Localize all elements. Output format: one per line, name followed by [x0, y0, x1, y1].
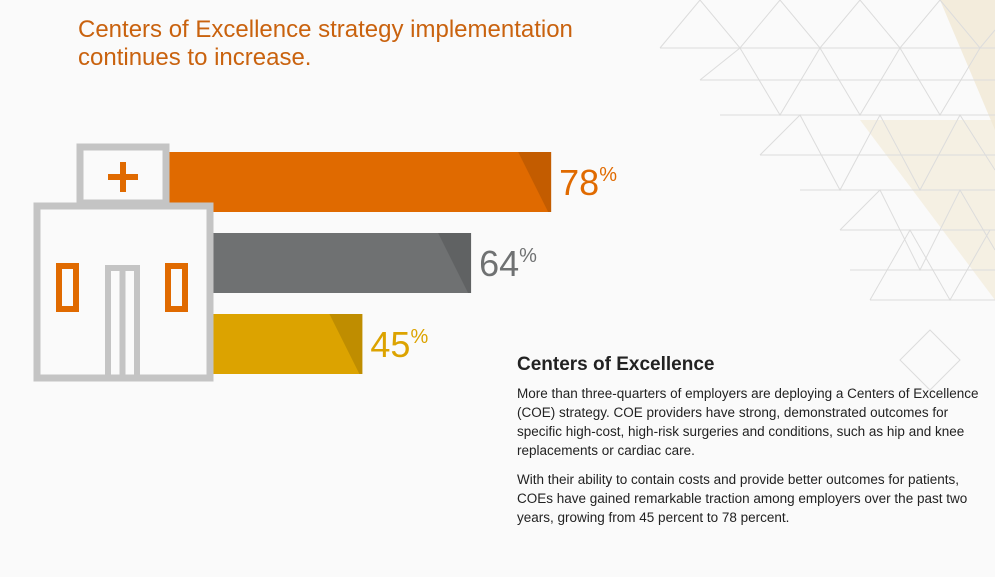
hospital-icon	[33, 143, 214, 382]
icon-window	[56, 263, 79, 312]
bar-shade	[518, 152, 552, 212]
icon-door	[105, 265, 140, 378]
sidebar-heading: Centers of Excellence	[517, 354, 715, 375]
value-label: 64%	[479, 243, 537, 284]
bar-shade	[438, 233, 472, 293]
paragraph: With their ability to contain costs and …	[517, 472, 968, 525]
bar	[105, 152, 552, 212]
value-label: 78%	[559, 162, 617, 203]
icon-cross	[108, 162, 138, 192]
bar-shade	[329, 314, 363, 374]
background-pattern	[659, 0, 995, 391]
sidebar: Centers of Excellence More than three-qu…	[517, 354, 987, 537]
value-label: 45%	[370, 324, 428, 365]
chart-title: Centers of Excellence strategy implement…	[78, 16, 573, 71]
paragraph: More than three-quarters of employers ar…	[517, 386, 979, 458]
icon-window	[165, 263, 188, 312]
